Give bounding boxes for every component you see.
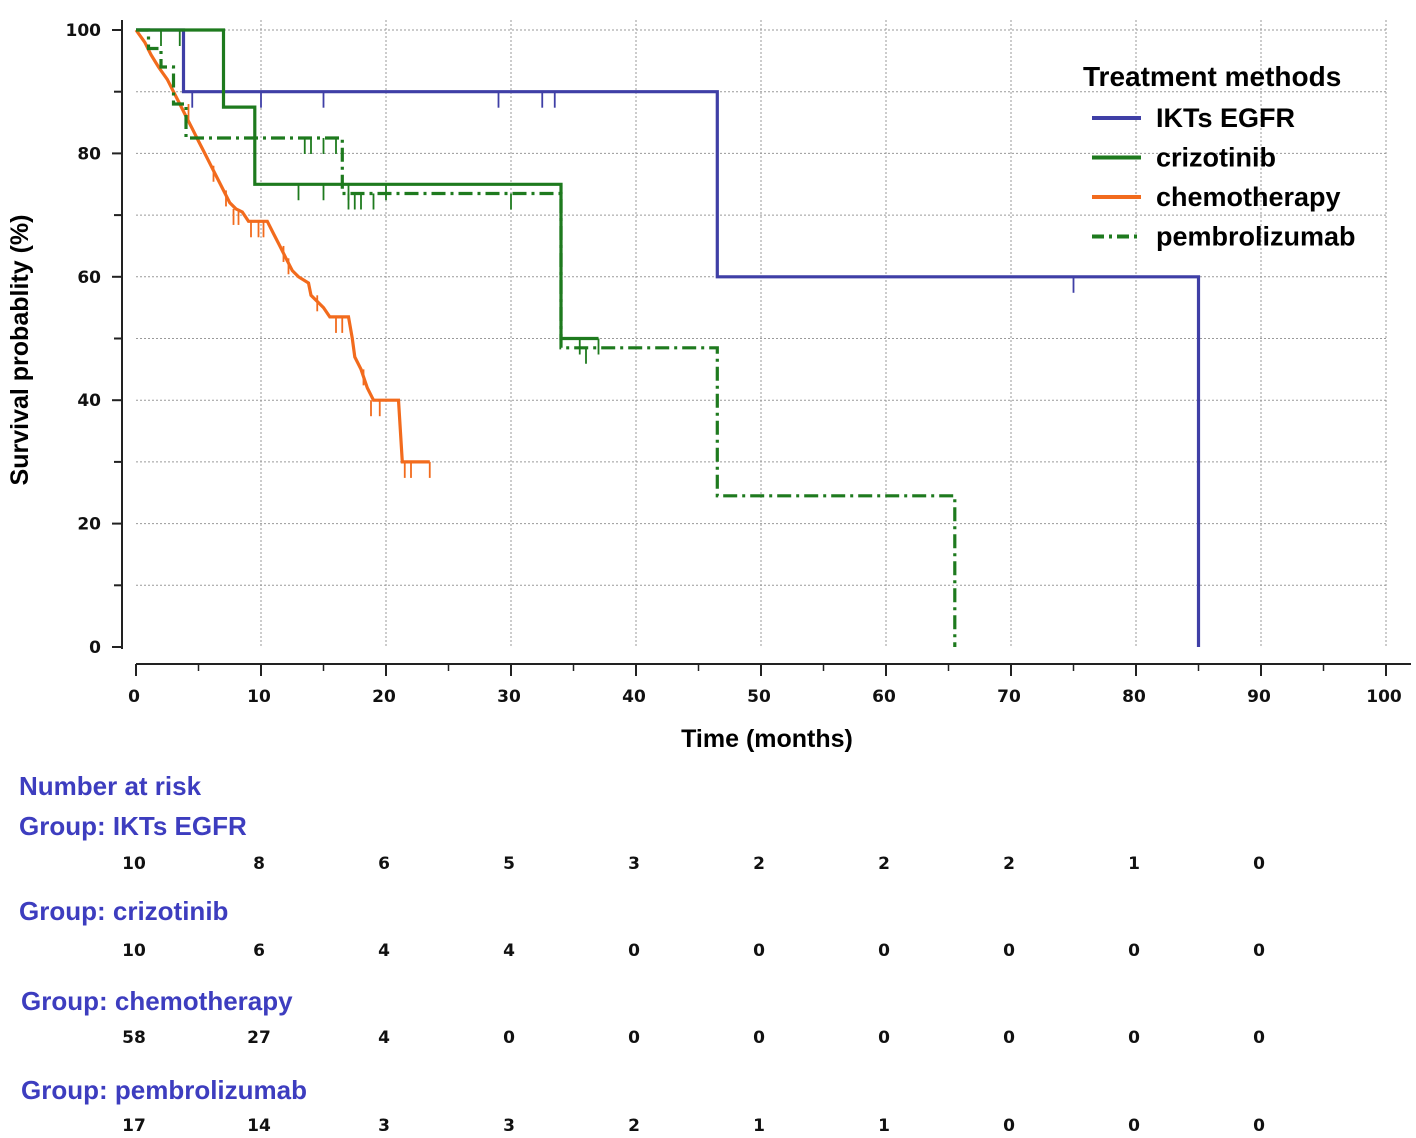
risk-count: 1 [753,1116,765,1136]
survival-curves [134,28,1201,647]
risk-count: 2 [628,1116,640,1136]
risk-count: 10 [122,941,146,961]
risk-count: 3 [378,1116,390,1136]
x-tick-label: 0 [128,687,140,707]
risk-count: 0 [1003,941,1015,961]
x-tick-label: 30 [497,687,521,707]
risk-count: 0 [628,941,640,961]
risk-count: 5 [503,854,515,874]
x-tick-label: 100 [1366,687,1402,707]
risk-count: 17 [122,1116,146,1136]
risk-count: 0 [1128,941,1140,961]
y-tick-label: 80 [77,144,101,164]
risk-count: 4 [503,941,515,961]
y-tick-label: 40 [77,391,101,411]
risk-group-label: Group: chemotherapy [21,986,293,1016]
grid-lines [136,20,1387,647]
risk-count: 14 [247,1116,271,1136]
x-tick-label: 90 [1247,687,1271,707]
risk-group-label: Group: IKTs EGFR [19,811,247,841]
risk-count: 0 [1003,1028,1015,1048]
risk-count: 3 [503,1116,515,1136]
risk-count: 1 [1128,854,1140,874]
risk-count: 0 [1253,854,1265,874]
risk-count: 8 [253,854,265,874]
y-tick-label: 100 [66,21,102,41]
risk-count: 58 [122,1028,146,1048]
x-tick-label: 20 [372,687,396,707]
x-axis-title: Time (months) [681,725,853,753]
x-tick-label: 60 [872,687,896,707]
y-axis-title: Survival probablity (%) [6,215,34,486]
risk-count: 4 [378,941,390,961]
risk-count: 6 [378,854,390,874]
x-tick-label: 70 [997,687,1021,707]
legend-label: pembrolizumab [1156,222,1356,252]
legend-label: IKTs EGFR [1156,103,1295,133]
risk-count: 1 [878,1116,890,1136]
survival-curve-crizotinib [136,28,599,341]
risk-count: 2 [878,854,890,874]
risk-count: 6 [253,941,265,961]
risk-count: 0 [878,1028,890,1048]
risk-count: 0 [753,941,765,961]
risk-count: 0 [1128,1028,1140,1048]
axes: 0 20 40 60 80 100 0 10 20 30 40 50 60 70 80 90 100 Time (… [6,20,1411,753]
risk-count: 10 [122,854,146,874]
risk-count: 2 [1003,854,1015,874]
legend: Treatment methods IKTs EGFR crizotinib chem… [1083,61,1356,252]
risk-count: 0 [1253,1116,1265,1136]
x-tick-label: 50 [747,687,771,707]
risk-count: 0 [503,1028,515,1048]
risk-count: 0 [878,941,890,961]
risk-table-title: Number at risk [19,771,202,801]
x-tick-label: 80 [1122,687,1146,707]
risk-count: 27 [247,1028,271,1048]
risk-count: 0 [1253,1028,1265,1048]
risk-count: 0 [1003,1116,1015,1136]
risk-count: 0 [628,1028,640,1048]
risk-group-label: Group: pembrolizumab [21,1075,307,1105]
risk-count: 0 [1128,1116,1140,1136]
survival-curve-ikts-egfr [136,28,1201,647]
risk-count: 0 [753,1028,765,1048]
survival-curve-pembrolizumab [136,28,957,647]
y-tick-label: 20 [77,515,101,535]
legend-label: crizotinib [1156,143,1276,173]
legend-title: Treatment methods [1083,61,1341,92]
risk-count: 3 [628,854,640,874]
risk-count: 2 [753,854,765,874]
risk-group-label: Group: crizotinib [19,896,228,926]
y-tick-label: 0 [89,638,101,658]
x-tick-label: 40 [622,687,646,707]
x-tick-label: 10 [247,687,271,707]
y-tick-label: 60 [77,268,101,288]
risk-count: 4 [378,1028,390,1048]
risk-count: 0 [1253,941,1265,961]
legend-label: chemotherapy [1156,182,1341,212]
